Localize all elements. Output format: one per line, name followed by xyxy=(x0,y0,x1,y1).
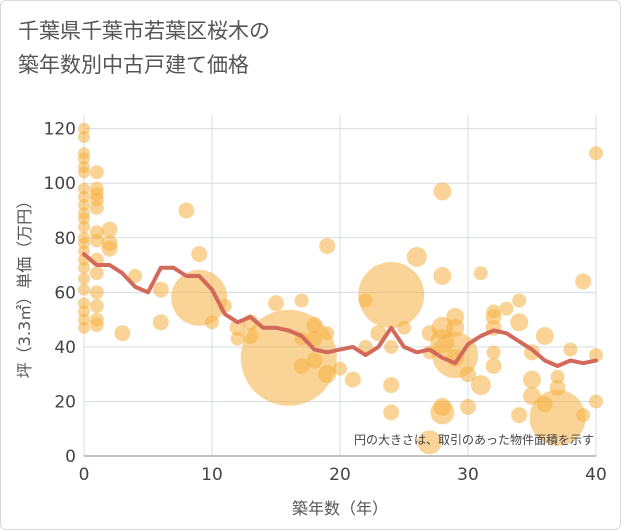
scatter-point xyxy=(563,342,578,357)
scatter-point xyxy=(333,361,347,376)
y-axis-label: 坪（3.3㎡）単価（万円） xyxy=(15,193,34,378)
scatter-point xyxy=(89,165,104,180)
x-tick-label: 20 xyxy=(329,465,351,485)
scatter-point xyxy=(433,266,452,285)
scatter-point xyxy=(306,317,323,334)
y-tick-label: 20 xyxy=(54,392,76,412)
scatter-point xyxy=(78,283,90,296)
chart-title: 千葉県千葉市若葉区桜木の 築年数別中古戸建て価格 xyxy=(18,14,270,82)
scatter-point xyxy=(576,408,591,423)
scatter-point xyxy=(78,220,90,233)
scatter-point xyxy=(575,273,592,290)
scatter-point xyxy=(397,320,411,335)
scatter-point xyxy=(358,262,425,329)
scatter-point xyxy=(319,237,336,254)
y-tick-label: 100 xyxy=(44,174,76,194)
scatter-point xyxy=(344,371,361,388)
scatter-point xyxy=(128,268,143,283)
scatter-point xyxy=(152,314,169,331)
average-line xyxy=(82,252,598,368)
scatter-point xyxy=(549,379,566,396)
scatter-point xyxy=(370,325,387,342)
x-axis-label: 築年数（年） xyxy=(292,499,388,518)
scatter-point xyxy=(384,339,399,354)
x-tick-label: 30 xyxy=(457,465,479,485)
scatter-point xyxy=(430,400,455,425)
scatter-point xyxy=(240,309,337,406)
scatter-point xyxy=(294,293,309,308)
scatter-point xyxy=(89,266,104,281)
scatter-point xyxy=(499,301,514,316)
scatter-point xyxy=(89,233,104,248)
scatter-point xyxy=(485,357,502,374)
scatter-point xyxy=(589,146,603,161)
y-tick-label: 120 xyxy=(44,120,76,140)
scatter-point xyxy=(460,398,476,415)
scatter-point xyxy=(318,365,337,384)
scatter-point xyxy=(191,246,208,263)
scatter-point xyxy=(205,315,219,330)
scatter-point xyxy=(511,407,528,424)
scatter-point xyxy=(89,200,104,215)
scatter-point xyxy=(268,295,284,312)
scatter-point xyxy=(78,321,90,334)
scatter-point xyxy=(114,325,131,342)
scatter-point xyxy=(470,375,491,396)
chart-title-line-1: 千葉県千葉市若葉区桜木の xyxy=(18,19,270,43)
scatter-point xyxy=(230,331,245,346)
scatter-point xyxy=(512,293,527,308)
scatter-point xyxy=(460,366,476,383)
scatter-point xyxy=(293,357,310,374)
scatter-point xyxy=(78,272,90,285)
scatter-point xyxy=(178,202,195,219)
scatter-point xyxy=(535,326,554,345)
scatter-point xyxy=(589,348,603,363)
scatter-point xyxy=(171,269,228,326)
x-tick-label: 40 xyxy=(585,465,607,485)
y-tick-label: 60 xyxy=(54,283,76,303)
scatter-point xyxy=(473,266,488,281)
chart-title-line-2: 築年数別中古戸建て価格 xyxy=(18,53,249,77)
y-tick-label: 40 xyxy=(54,338,76,358)
y-tick-label: 80 xyxy=(54,229,76,249)
scatter-point xyxy=(589,394,603,409)
scatter-point xyxy=(510,313,529,332)
scatter-point xyxy=(101,240,118,257)
scatter-point xyxy=(229,319,246,336)
x-tick-label: 10 xyxy=(201,465,223,485)
scatter-point xyxy=(523,370,541,389)
size-legend-note: 円の大きさは、取引のあった物件面積を示す xyxy=(354,432,594,447)
scatter-point xyxy=(101,221,118,238)
scatter-point xyxy=(550,369,565,384)
scatter-point xyxy=(78,261,90,274)
scatter-point xyxy=(306,352,323,369)
scatter-point xyxy=(529,389,586,446)
scatter-point xyxy=(383,377,400,394)
scatter-point xyxy=(486,345,501,360)
scatter-point xyxy=(78,166,90,179)
scatter-point xyxy=(320,326,335,341)
scatter-point xyxy=(406,246,427,267)
x-tick-label: 0 xyxy=(79,465,90,485)
scatter-point xyxy=(89,285,104,300)
scatter-point xyxy=(446,318,465,337)
scatter-point xyxy=(417,430,442,455)
scatter-point xyxy=(383,404,400,421)
scatter-point xyxy=(89,298,104,313)
scatter-point xyxy=(152,281,169,298)
y-tick-label: 0 xyxy=(65,447,76,467)
scatter-point xyxy=(89,318,104,333)
scatter-point xyxy=(433,182,452,201)
scatter-point xyxy=(78,130,90,143)
scatter-point xyxy=(358,339,373,354)
